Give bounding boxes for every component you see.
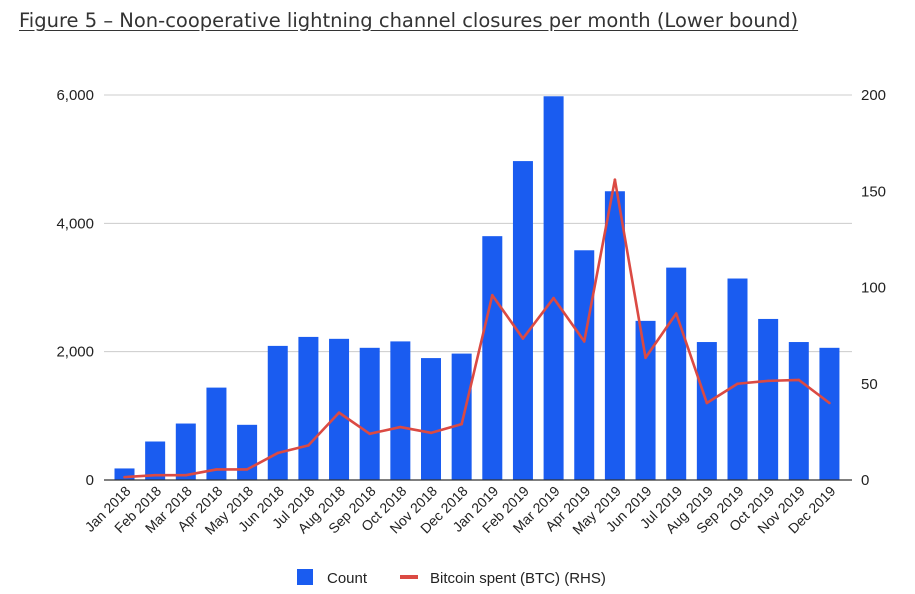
point-bitcoin-spent-20 <box>736 382 739 386</box>
bar-count-16 <box>604 191 625 480</box>
bar-count-3 <box>206 387 227 480</box>
point-bitcoin-spent-10 <box>429 431 433 435</box>
point-bitcoin-spent-0 <box>123 475 126 479</box>
y-left-tick-label: 0 <box>86 472 94 489</box>
bar-count-15 <box>574 250 595 480</box>
bar-count-13 <box>512 161 533 480</box>
bar-count-0 <box>114 468 135 480</box>
bar-count-22 <box>788 342 809 480</box>
point-bitcoin-spent-7 <box>337 411 341 414</box>
bar-count-18 <box>666 267 687 480</box>
point-bitcoin-spent-1 <box>153 473 157 477</box>
point-bitcoin-spent-14 <box>552 296 555 300</box>
point-bitcoin-spent-13 <box>521 337 525 340</box>
point-bitcoin-spent-11 <box>460 422 463 426</box>
y-left-tick-label: 2,000 <box>56 344 94 361</box>
bar-count-1 <box>145 441 166 480</box>
point-bitcoin-spent-4 <box>245 468 249 471</box>
bar-count-5 <box>267 345 288 480</box>
point-bitcoin-spent-8 <box>368 432 372 436</box>
bars <box>114 96 840 481</box>
point-bitcoin-spent-5 <box>276 451 280 455</box>
y-left-tick-label: 6,000 <box>56 87 94 104</box>
bar-count-20 <box>727 278 748 480</box>
point-bitcoin-spent-18 <box>674 312 678 315</box>
bar-count-4 <box>237 424 258 480</box>
point-bitcoin-spent-6 <box>307 444 310 447</box>
y-right-tick-label: 0 <box>861 472 869 489</box>
point-bitcoin-spent-2 <box>184 473 188 477</box>
line-bitcoin-spent <box>124 178 831 479</box>
figure-title: Figure 5 – Non-cooperative lightning cha… <box>19 9 799 32</box>
y-right-tick-label: 100 <box>861 280 886 297</box>
point-bitcoin-spent-15 <box>582 340 586 343</box>
legend-label-bitcoin-spent: Bitcoin spent (BTC) (RHS) <box>430 570 606 587</box>
bar-count-2 <box>175 423 196 480</box>
point-bitcoin-spent-22 <box>797 378 801 382</box>
bar-count-8 <box>359 347 380 480</box>
bar-count-7 <box>329 338 350 480</box>
y-right-tick-label: 200 <box>861 87 886 104</box>
point-bitcoin-spent-3 <box>215 468 218 471</box>
bar-count-9 <box>390 341 411 480</box>
point-bitcoin-spent-16 <box>613 178 617 181</box>
bar-count-12 <box>482 236 503 480</box>
line-series <box>123 178 831 479</box>
y-right-tick-label: 150 <box>861 183 886 200</box>
bar-count-21 <box>758 318 779 480</box>
bar-count-11 <box>451 353 472 480</box>
point-bitcoin-spent-12 <box>491 293 494 297</box>
point-bitcoin-spent-23 <box>828 401 831 405</box>
bar-count-19 <box>696 342 717 480</box>
bar-count-6 <box>298 336 319 480</box>
point-bitcoin-spent-21 <box>766 379 770 383</box>
legend-label-count: Count <box>327 570 368 587</box>
point-bitcoin-spent-17 <box>644 356 647 360</box>
bar-count-17 <box>635 320 656 480</box>
legend: Count Bitcoin spent (BTC) (RHS) <box>297 569 606 587</box>
legend-swatch-count <box>297 569 313 585</box>
y-right-tick-label: 50 <box>861 376 878 393</box>
bar-count-23 <box>819 347 840 480</box>
point-bitcoin-spent-9 <box>399 425 402 429</box>
bar-count-14 <box>543 96 564 481</box>
bar-count-10 <box>421 358 441 480</box>
y-left-tick-label: 4,000 <box>56 215 94 232</box>
point-bitcoin-spent-19 <box>705 401 709 405</box>
